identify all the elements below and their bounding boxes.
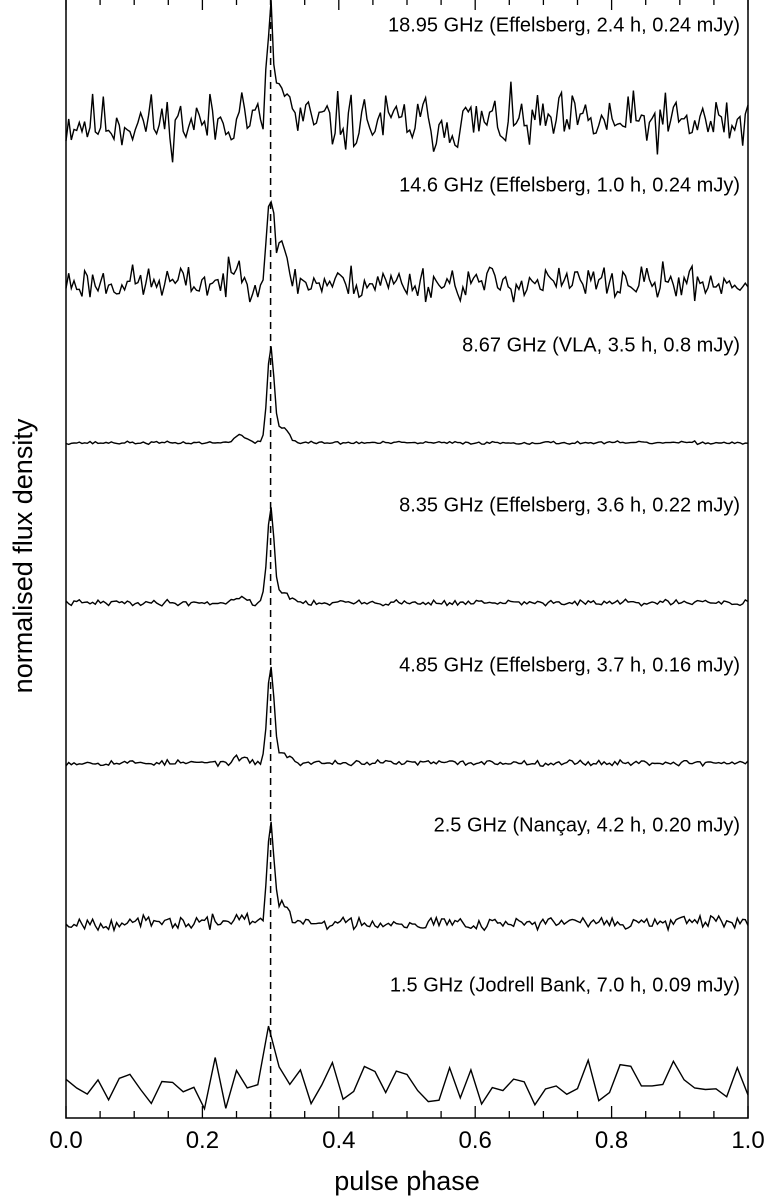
series-line-6: [65, 1025, 749, 1111]
x-tick-label: 1.0: [731, 1127, 764, 1154]
plot-frame: [65, 0, 749, 1119]
x-axis-ticks: [65, 0, 749, 1118]
series-label-3: 8.35 GHz (Effelsberg, 3.6 h, 0.22 mJy): [399, 494, 740, 516]
x-tick-label: 0.4: [322, 1127, 355, 1154]
x-tick-label: 0.8: [595, 1127, 628, 1154]
x-axis-tick-labels: 0.0 0.2 0.4 0.6 0.8 1.0: [49, 1127, 764, 1154]
series-labels: 18.95 GHz (Effelsberg, 2.4 h, 0.24 mJy) 1…: [388, 14, 740, 996]
series-label-4: 4.85 GHz (Effelsberg, 3.7 h, 0.16 mJy): [399, 654, 740, 676]
series-line-1: [65, 200, 749, 304]
series-label-1: 14.6 GHz (Effelsberg, 1.0 h, 0.24 mJy): [399, 174, 740, 196]
y-axis-title: normalised flux density: [8, 418, 38, 693]
series-line-3: [65, 507, 749, 607]
series-group: [65, 0, 749, 1111]
series-label-6: 1.5 GHz (Jodrell Bank, 7.0 h, 0.09 mJy): [390, 974, 740, 996]
x-tick-label: 0.0: [49, 1127, 82, 1154]
series-line-2: [65, 346, 749, 446]
series-label-2: 8.67 GHz (VLA, 3.5 h, 0.8 mJy): [462, 334, 740, 356]
series-label-0: 18.95 GHz (Effelsberg, 2.4 h, 0.24 mJy): [388, 14, 740, 36]
series-label-5: 2.5 GHz (Nançay, 4.2 h, 0.20 mJy): [434, 814, 740, 836]
series-line-5: [65, 821, 749, 933]
series-line-0: [65, 0, 749, 163]
series-line-4: [65, 666, 749, 768]
x-tick-label: 0.6: [459, 1127, 492, 1154]
x-tick-label: 0.2: [186, 1127, 219, 1154]
x-axis-title: pulse phase: [334, 1166, 480, 1196]
